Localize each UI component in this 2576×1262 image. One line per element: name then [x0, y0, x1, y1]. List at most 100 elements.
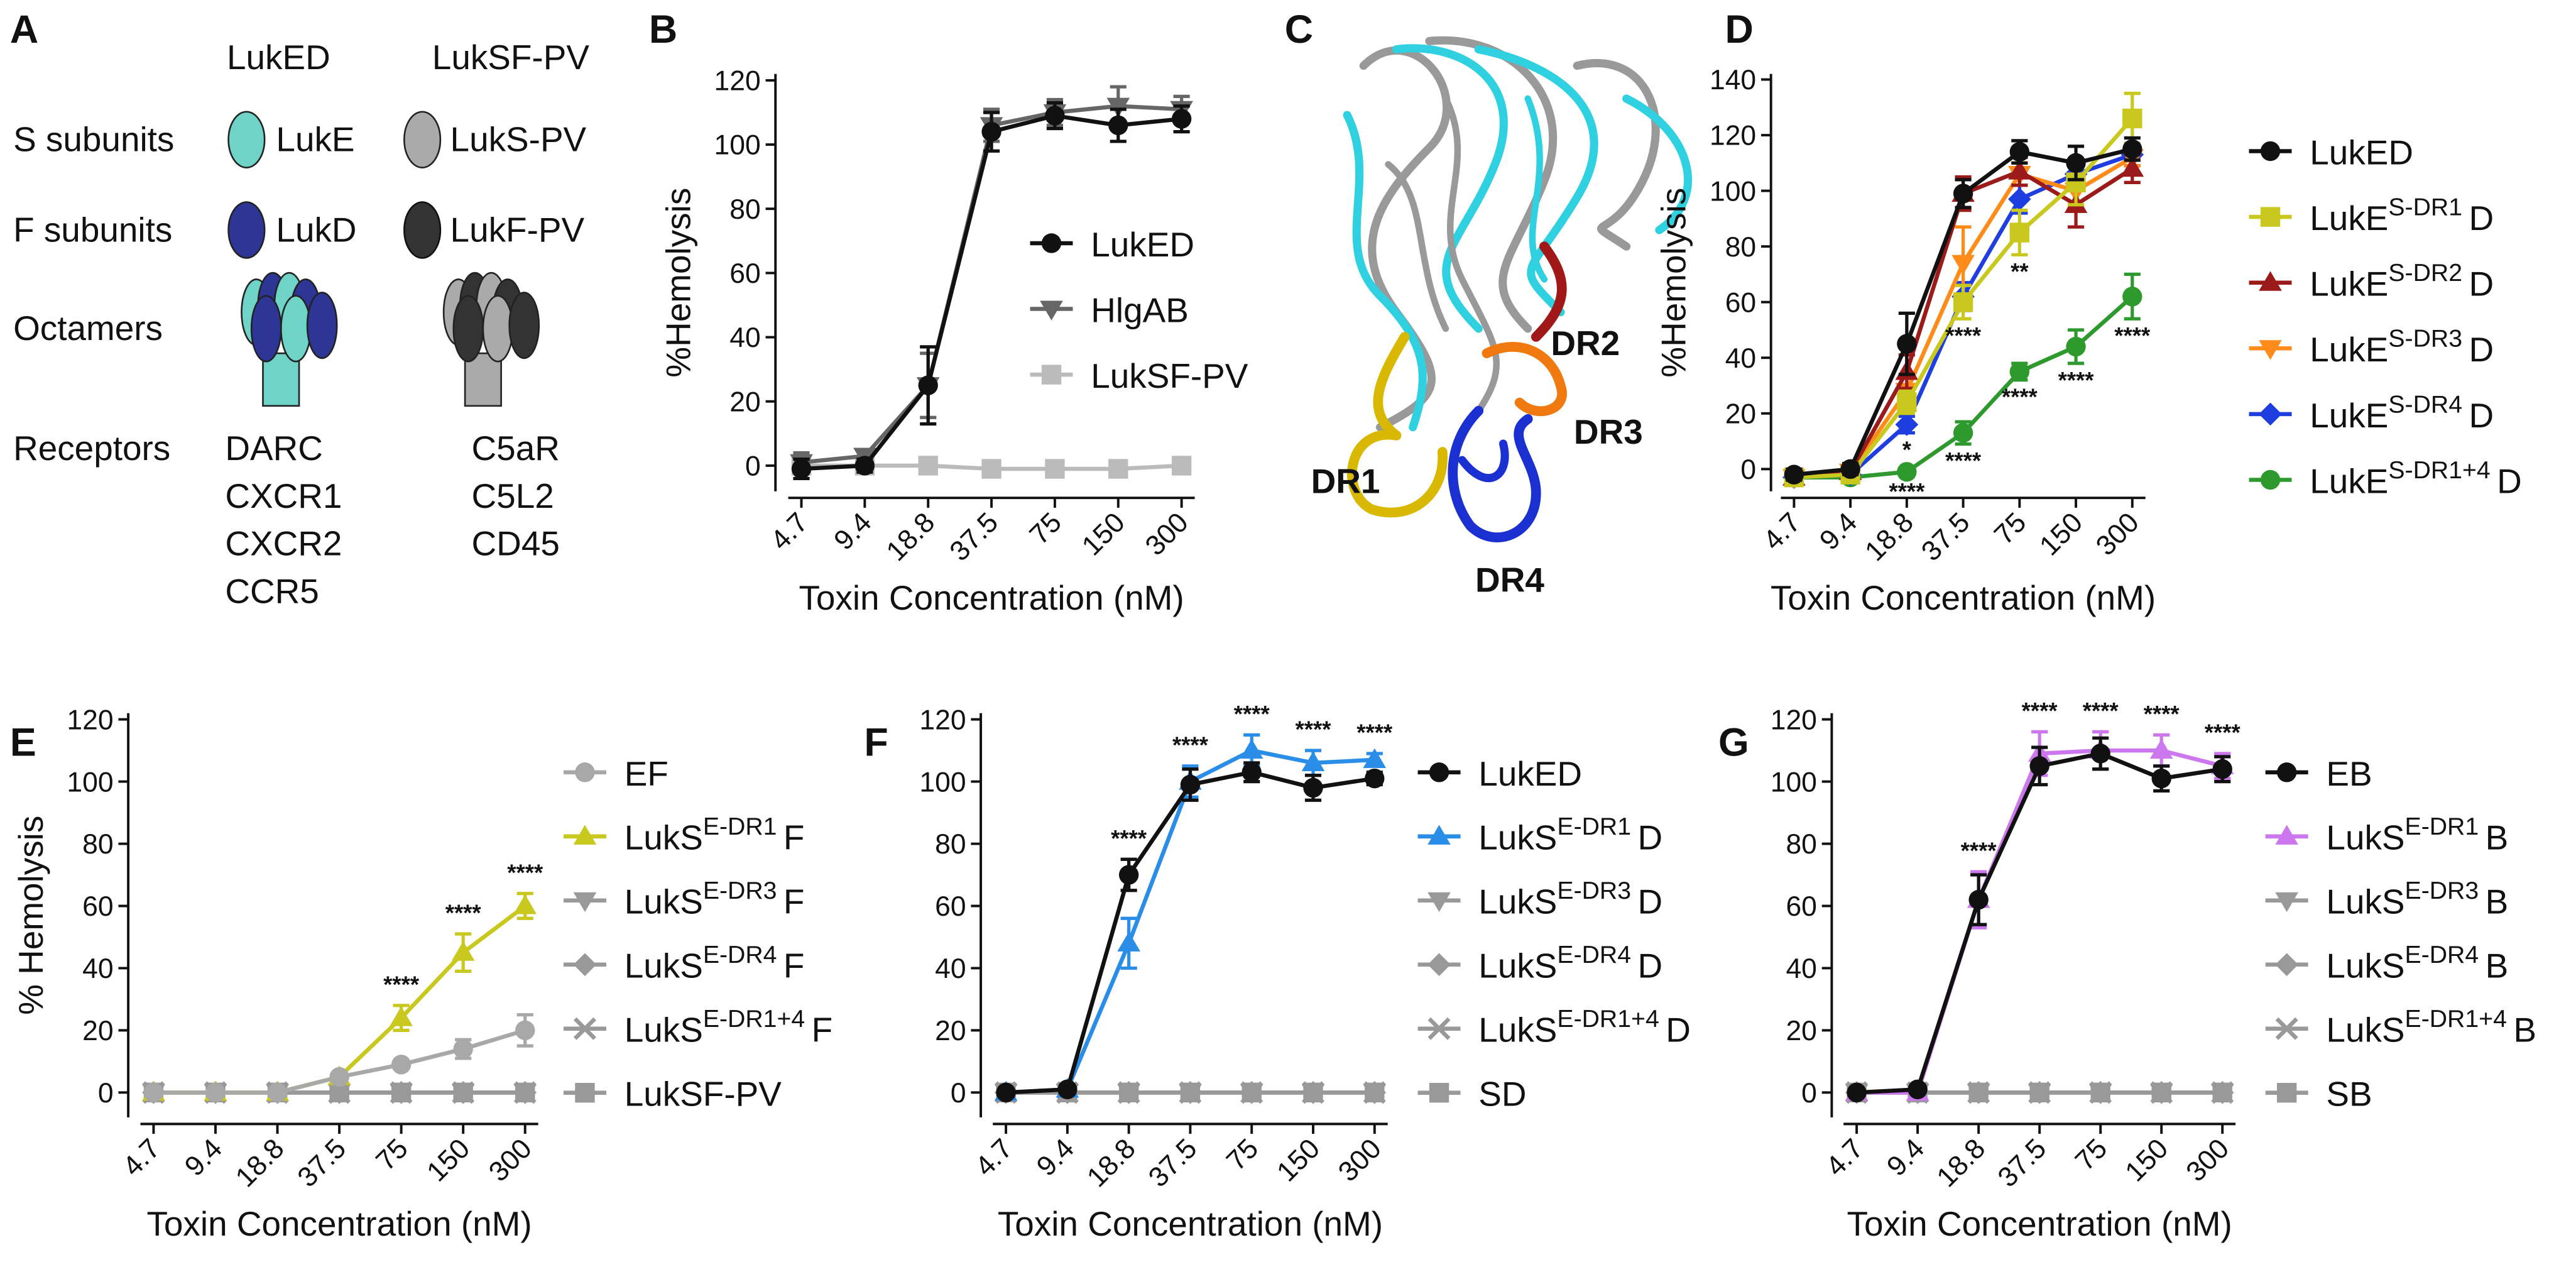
y-tick-label: 100 — [1710, 176, 1756, 207]
legend-marker — [1427, 1017, 1451, 1040]
y-tick-label: 20 — [1786, 1016, 1816, 1046]
x-tick-label: 4.7 — [1820, 1133, 1869, 1182]
data-point — [143, 1082, 164, 1103]
legend-suffix: B — [2513, 1011, 2536, 1050]
significance: **** — [507, 860, 543, 886]
data-point — [2120, 156, 2144, 177]
legend-marker — [575, 1083, 595, 1103]
y-tick-label: 60 — [729, 258, 760, 289]
data-point — [1968, 889, 1989, 910]
legend-label: LukSE-DR1+4 B — [2326, 1006, 2536, 1050]
x-tick-label: 18.8 — [881, 507, 941, 567]
data-point — [1784, 464, 1804, 485]
y-tick-label: 80 — [729, 194, 760, 225]
y-tick-label: 140 — [1710, 65, 1756, 96]
significance: **** — [2002, 384, 2038, 410]
panel-label: D — [1725, 8, 1753, 52]
legend-marker — [2276, 1083, 2297, 1103]
y-tick-label: 80 — [935, 829, 966, 860]
x-tick-label: 150 — [2034, 507, 2088, 561]
y-tick-label: 20 — [729, 387, 760, 417]
y-tick-label: 100 — [919, 767, 966, 798]
legend-name: LukS — [2326, 818, 2404, 857]
x-tick-label: 18.8 — [1859, 507, 1919, 567]
significance: **** — [1234, 701, 1270, 727]
data-point — [1953, 184, 1973, 204]
data-point — [1045, 459, 1065, 479]
region-label: DR3 — [1574, 412, 1643, 451]
legend-superscript: E-DR1 — [1557, 813, 1631, 840]
y-axis-label: % Hemolysis — [11, 816, 50, 1015]
legend-label: LukSF-PV — [1091, 356, 1248, 395]
data-point — [2210, 1084, 2234, 1104]
data-point — [391, 1055, 412, 1075]
subunit-icon — [227, 111, 266, 168]
legend-marker — [2260, 469, 2281, 490]
data-point — [1171, 109, 1192, 129]
legend-label: LukSE-DR4 B — [2326, 941, 2508, 985]
legend-label: HlgAB — [1091, 290, 1189, 329]
panel-label: E — [10, 721, 36, 765]
legend-marker — [1429, 762, 1449, 782]
y-tick-label: 120 — [919, 705, 966, 735]
x-tick-label: 75 — [1023, 507, 1067, 551]
panel-label: F — [864, 721, 888, 765]
data-point — [1108, 459, 1128, 479]
data-point — [2009, 361, 2030, 382]
significance: **** — [2205, 720, 2241, 745]
data-point — [513, 894, 537, 914]
x-tick-label: 300 — [483, 1133, 538, 1188]
legend-superscript: E-DR1+4 — [1557, 1006, 1659, 1033]
legend-label: LukES-DR1+4 D — [2310, 457, 2522, 501]
legend-label: EB — [2326, 754, 2372, 793]
protein-structure — [1343, 36, 1693, 542]
legend-name: LukS — [625, 946, 703, 985]
receptor: C5L2 — [472, 476, 554, 515]
significance: **** — [1961, 838, 1997, 864]
data-point — [1180, 774, 1201, 795]
significance: **** — [2022, 698, 2058, 723]
x-tick-label: 150 — [421, 1133, 476, 1188]
x-tick-label: 37.5 — [1992, 1133, 2053, 1193]
y-tick-label: 40 — [729, 322, 760, 353]
data-point — [390, 1084, 413, 1104]
y-tick-label: 40 — [1725, 343, 1756, 374]
x-tick-label: 37.5 — [292, 1133, 352, 1193]
data-point — [1057, 1079, 1078, 1100]
significance: **** — [383, 972, 420, 997]
legend-marker — [2276, 762, 2297, 782]
legend-superscript: S-DR2 — [2388, 260, 2462, 287]
data-point — [267, 1082, 288, 1103]
legend-name: LukS — [2326, 882, 2404, 921]
x-tick-label: 300 — [1140, 507, 1194, 561]
x-tick-label: 300 — [2180, 1133, 2235, 1188]
subunit-icon — [227, 201, 266, 259]
data-point — [1907, 1079, 1928, 1100]
data-point — [1240, 1084, 1263, 1104]
y-tick-label: 0 — [1740, 454, 1756, 485]
data-point — [1967, 1084, 1990, 1104]
x-axis-label: Toxin Concentration (nM) — [1847, 1204, 2232, 1243]
legend-name: LukS — [2326, 1011, 2404, 1050]
significance: **** — [2083, 698, 2119, 723]
legend-name: LukE — [2310, 461, 2388, 500]
region-label: DR4 — [1475, 560, 1544, 599]
legend-marker — [2260, 207, 2281, 227]
legend-name: LukS — [1478, 882, 1557, 921]
x-tick-label: 75 — [1989, 507, 2033, 551]
data-point — [1045, 106, 1065, 126]
x-tick-label: 75 — [2070, 1133, 2114, 1177]
data-point — [515, 1020, 535, 1041]
legend-label: LukED — [1091, 225, 1194, 264]
data-point — [1242, 762, 1262, 782]
data-point — [2122, 108, 2142, 129]
legend-name: LukS — [625, 1011, 703, 1050]
legend-label: LukED — [2310, 133, 2413, 172]
region-label: DR2 — [1551, 324, 1620, 363]
data-point — [854, 456, 875, 476]
x-tick-label: 75 — [1221, 1133, 1265, 1177]
legend-marker — [1041, 365, 1062, 385]
legend-marker — [2275, 825, 2298, 845]
x-tick-label: 18.8 — [230, 1133, 290, 1193]
row-label: Receptors — [13, 429, 170, 468]
